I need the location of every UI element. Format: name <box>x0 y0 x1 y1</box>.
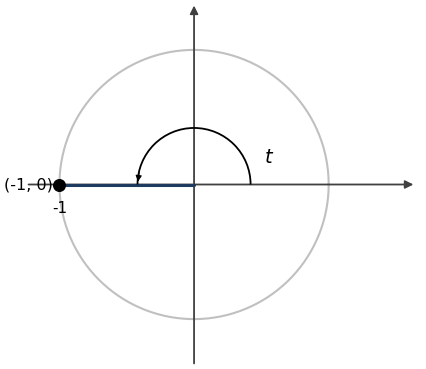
Text: t: t <box>264 148 271 167</box>
Text: -1: -1 <box>52 201 67 215</box>
Point <box>56 182 63 187</box>
Text: (-1, 0): (-1, 0) <box>4 177 52 192</box>
